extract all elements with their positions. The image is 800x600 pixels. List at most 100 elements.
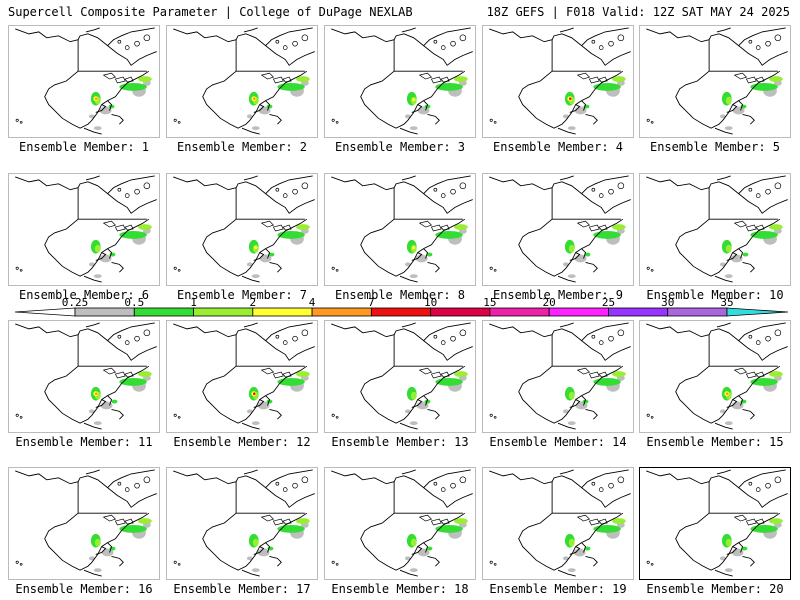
ensemble-member-panel[interactable]: Ensemble Member: 9: [482, 173, 634, 305]
map-panel[interactable]: [166, 25, 318, 138]
ensemble-member-label: Ensemble Member: 14: [489, 435, 627, 449]
ensemble-member-panel[interactable]: Ensemble Member: 11: [8, 320, 160, 452]
ensemble-member-panel[interactable]: Ensemble Member: 14: [482, 320, 634, 452]
colorbar-below-range: [14, 307, 76, 317]
ensemble-member-panel[interactable]: Ensemble Member: 6: [8, 173, 160, 305]
map-svg: [15, 322, 157, 430]
map-svg: [489, 322, 631, 430]
map-panel[interactable]: [8, 467, 160, 580]
ensemble-member-panel[interactable]: Ensemble Member: 3: [324, 25, 476, 157]
map-panel[interactable]: [324, 173, 476, 286]
ensemble-member-label: Ensemble Member: 5: [649, 140, 781, 154]
map-panel[interactable]: [8, 25, 160, 138]
map-panel[interactable]: [166, 320, 318, 433]
ensemble-member-panel[interactable]: Ensemble Member: 19: [482, 467, 634, 599]
colorbar-segment: [608, 307, 669, 317]
map-panel[interactable]: [166, 173, 318, 286]
colorbar-segment: [193, 307, 254, 317]
colorbar-tick-label: 0.5: [124, 297, 144, 309]
colorbar-segment: [252, 307, 313, 317]
colorbar-segment: [489, 307, 550, 317]
colorbar-tick-label: 10: [424, 297, 437, 309]
map-panel[interactable]: [8, 173, 160, 286]
ensemble-member-label: Ensemble Member: 6: [18, 288, 150, 302]
ensemble-member-panel[interactable]: Ensemble Member: 18: [324, 467, 476, 599]
map-svg: [331, 322, 473, 430]
ensemble-member-panel[interactable]: Ensemble Member: 8: [324, 173, 476, 305]
ensemble-member-panel[interactable]: Ensemble Member: 16: [8, 467, 160, 599]
colorbar-segment: [133, 307, 194, 317]
ensemble-member-label: Ensemble Member: 12: [173, 435, 311, 449]
map-svg: [489, 469, 631, 577]
map-panel[interactable]: [639, 320, 791, 433]
ensemble-member-label: Ensemble Member: 17: [173, 582, 311, 596]
colorbar-segment: [311, 307, 372, 317]
colorbar-tick-label: 7: [368, 297, 375, 309]
ensemble-member-panel[interactable]: Ensemble Member: 7: [166, 173, 318, 305]
map-svg: [15, 469, 157, 577]
ensemble-member-label: Ensemble Member: 19: [489, 582, 627, 596]
ensemble-member-panel[interactable]: Ensemble Member: 4: [482, 25, 634, 157]
map-svg: [489, 175, 631, 283]
colorbar-tick-label: 1: [190, 297, 197, 309]
map-panel[interactable]: [166, 467, 318, 580]
colorbar-segment: [74, 307, 135, 317]
colorbar-tick-label: 35: [720, 297, 733, 309]
ensemble-member-label: Ensemble Member: 1: [18, 140, 150, 154]
map-svg: [15, 27, 157, 135]
map-panel[interactable]: [482, 173, 634, 286]
map-svg: [173, 322, 315, 430]
ensemble-member-label: Ensemble Member: 7: [176, 288, 308, 302]
ensemble-member-panel[interactable]: Ensemble Member: 1: [8, 25, 160, 157]
map-svg: [331, 175, 473, 283]
ensemble-member-panel[interactable]: Ensemble Member: 12: [166, 320, 318, 452]
ensemble-member-label: Ensemble Member: 3: [334, 140, 466, 154]
ensemble-member-label: Ensemble Member: 9: [492, 288, 624, 302]
colorbar-tick-label: 2: [250, 297, 257, 309]
map-panel[interactable]: [482, 467, 634, 580]
colorbar-above-range: [726, 307, 789, 317]
ensemble-member-panel[interactable]: Ensemble Member: 15: [639, 320, 791, 452]
ensemble-member-panel[interactable]: Ensemble Member: 20: [639, 467, 791, 599]
ensemble-member-label: Ensemble Member: 16: [15, 582, 153, 596]
colorbar-tick-label: 4: [309, 297, 316, 309]
map-title: Supercell Composite Parameter | College …: [8, 5, 413, 19]
map-panel[interactable]: [324, 320, 476, 433]
colorbar-segment: [667, 307, 728, 317]
map-panel[interactable]: [482, 320, 634, 433]
ensemble-member-panel[interactable]: Ensemble Member: 17: [166, 467, 318, 599]
ensemble-member-panel[interactable]: Ensemble Member: 2: [166, 25, 318, 157]
map-panel[interactable]: [639, 467, 791, 580]
map-panel[interactable]: [8, 320, 160, 433]
map-svg: [331, 27, 473, 135]
colorbar-tick-label: 20: [543, 297, 556, 309]
colorbar-tick-label: 0.25: [62, 297, 89, 309]
colorbar-segment: [370, 307, 432, 317]
ensemble-member-panel[interactable]: Ensemble Member: 13: [324, 320, 476, 452]
colorbar-segment: [548, 307, 609, 317]
ensemble-member-label: Ensemble Member: 15: [646, 435, 784, 449]
ensemble-member-label: Ensemble Member: 18: [331, 582, 469, 596]
map-panel[interactable]: [639, 25, 791, 138]
ensemble-member-label: Ensemble Member: 8: [334, 288, 466, 302]
map-svg: [331, 469, 473, 577]
map-panel[interactable]: [324, 25, 476, 138]
colorbar: 0.25 0.5 1 2 4 7 10 15 20 25 30 35: [14, 297, 789, 317]
map-svg: [15, 175, 157, 283]
map-panel[interactable]: [482, 25, 634, 138]
map-svg: [646, 322, 788, 430]
ensemble-member-panel[interactable]: Ensemble Member: 5: [639, 25, 791, 157]
ensemble-member-panel[interactable]: Ensemble Member: 10: [639, 173, 791, 305]
map-svg: [646, 469, 788, 577]
colorbar-segment: [430, 307, 491, 317]
colorbar-tick-label: 15: [483, 297, 496, 309]
colorbar-tick-label: 30: [661, 297, 674, 309]
map-svg: [173, 27, 315, 135]
map-svg: [646, 27, 788, 135]
ensemble-member-label: Ensemble Member: 2: [176, 140, 308, 154]
map-svg: [646, 175, 788, 283]
map-panel[interactable]: [324, 467, 476, 580]
map-panel[interactable]: [639, 173, 791, 286]
ensemble-member-label: Ensemble Member: 13: [331, 435, 469, 449]
map-svg: [173, 175, 315, 283]
